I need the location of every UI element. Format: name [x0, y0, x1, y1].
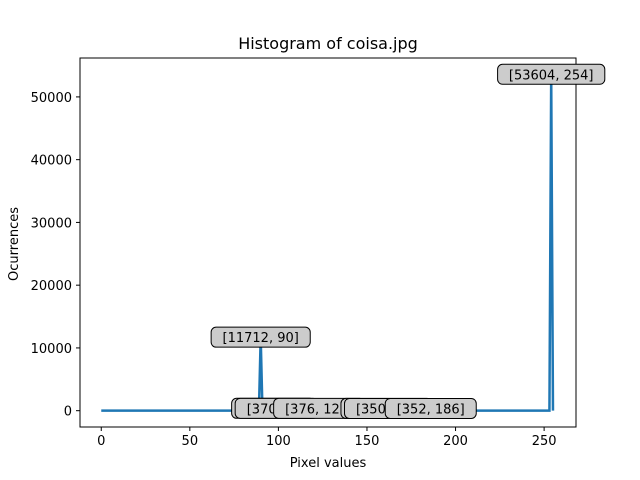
x-tick-label: 200	[443, 434, 468, 449]
x-tick-label: 100	[266, 434, 291, 449]
chart-title: Histogram of coisa.jpg	[238, 34, 418, 53]
annotation-label: [376, 123]	[285, 402, 353, 417]
y-tick-label: 10000	[31, 342, 72, 357]
annotation-box	[384, 397, 477, 419]
annotation-box	[497, 63, 606, 85]
x-tick-label: 150	[355, 434, 380, 449]
axes-frame	[79, 57, 577, 428]
x-axis-label: Pixel values	[290, 456, 367, 471]
y-tick-label: 20000	[31, 279, 72, 294]
y-tick-label: 40000	[31, 154, 72, 169]
y-axis-label: Ocurrences	[7, 207, 22, 281]
x-tick-label: 250	[532, 434, 557, 449]
y-tick-label: 50000	[31, 91, 72, 106]
plot-area: 0 50 100 150 200 250 0 10000 20000 30000 40000 5000…	[31, 57, 606, 449]
annotation-label: [11712, 90]	[223, 331, 299, 346]
y-tick-label: 0	[64, 405, 72, 420]
annotation-label: [352, 186]	[397, 402, 465, 417]
annotation-label: [53604, 254]	[509, 68, 594, 83]
y-tick-label: 30000	[31, 216, 72, 231]
x-tick-label: 0	[97, 434, 105, 449]
annotation-box	[210, 326, 311, 348]
x-tick-label: 50	[182, 434, 199, 449]
